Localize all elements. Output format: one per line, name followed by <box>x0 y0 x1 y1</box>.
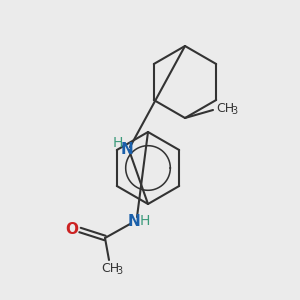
Text: N: N <box>121 142 134 158</box>
Text: 3: 3 <box>116 266 122 276</box>
Text: CH: CH <box>216 103 234 116</box>
Text: N: N <box>128 214 140 229</box>
Text: CH: CH <box>101 262 119 275</box>
Text: O: O <box>65 223 79 238</box>
Text: 3: 3 <box>231 106 237 116</box>
Text: H: H <box>113 136 123 150</box>
Text: H: H <box>140 214 150 228</box>
